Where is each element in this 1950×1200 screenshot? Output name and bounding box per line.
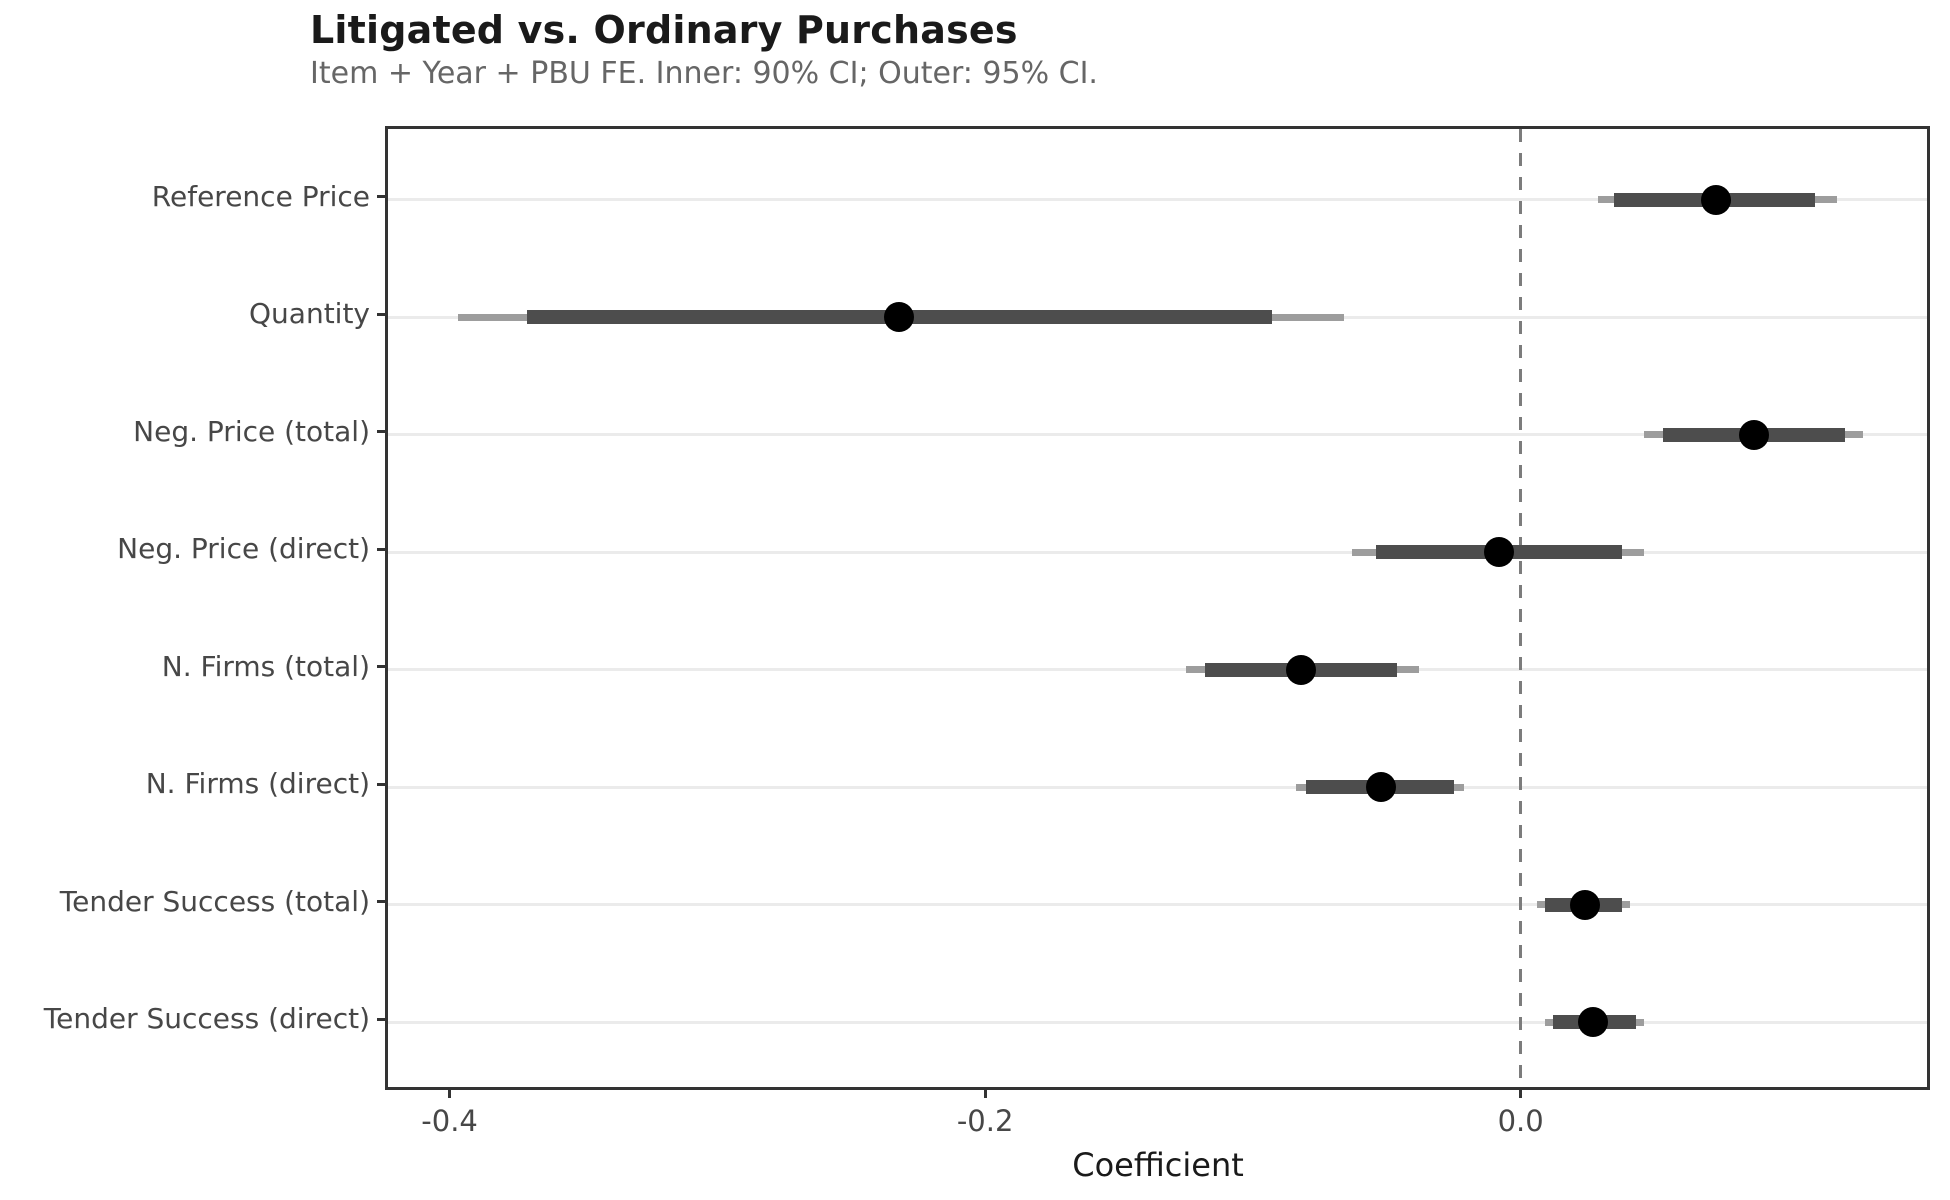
estimate-point <box>1701 184 1732 215</box>
chart-subtitle: Item + Year + PBU FE. Inner: 90% CI; Out… <box>310 56 1098 91</box>
grid-line <box>388 668 1927 672</box>
grid-line <box>388 1020 1927 1024</box>
y-axis-label: Quantity <box>249 297 370 331</box>
chart-title: Litigated vs. Ordinary Purchases <box>310 8 1018 52</box>
estimate-point <box>1484 537 1515 568</box>
grid-line <box>388 550 1927 554</box>
y-axis-tick <box>377 782 385 786</box>
y-axis-tick <box>377 195 385 199</box>
estimate-point <box>1577 1007 1608 1038</box>
y-axis-tick <box>377 547 385 551</box>
estimate-point <box>1738 419 1769 450</box>
y-axis-label: Neg. Price (direct) <box>117 532 370 566</box>
x-axis-tick-label: -0.2 <box>956 1104 1014 1138</box>
grid-line <box>388 785 1927 789</box>
y-axis: Reference Price Quantity Neg. Price (total… <box>0 126 370 1090</box>
grid-line <box>388 903 1927 907</box>
y-axis-label: N. Firms (total) <box>161 649 370 683</box>
y-axis-tick <box>377 665 385 669</box>
plot-panel <box>385 126 1930 1090</box>
estimate-point <box>1366 772 1397 803</box>
zero-reference-line <box>1519 129 1523 1087</box>
estimate-point <box>884 302 915 333</box>
y-axis-label: Neg. Price (total) <box>133 414 370 448</box>
y-axis-tick <box>377 900 385 904</box>
grid-line <box>388 198 1927 202</box>
y-axis-label: Tender Success (total) <box>59 884 370 918</box>
x-axis-tick <box>983 1090 987 1098</box>
x-axis-tick <box>1519 1090 1523 1098</box>
y-axis-label: Tender Success (direct) <box>43 1002 370 1036</box>
y-axis-label: N. Firms (direct) <box>145 767 370 801</box>
y-axis-tick <box>377 1017 385 1021</box>
grid-line <box>388 433 1927 437</box>
y-axis-label: Reference Price <box>151 179 370 213</box>
estimate-point <box>1569 889 1600 920</box>
x-axis-tick-label: 0.0 <box>1497 1104 1544 1138</box>
x-axis-tick <box>448 1090 452 1098</box>
y-axis-tick <box>377 430 385 434</box>
x-axis-title: Coefficient <box>1072 1146 1244 1184</box>
x-axis-tick-label: -0.4 <box>421 1104 478 1138</box>
estimate-point <box>1286 654 1317 685</box>
y-axis-tick <box>377 312 385 316</box>
